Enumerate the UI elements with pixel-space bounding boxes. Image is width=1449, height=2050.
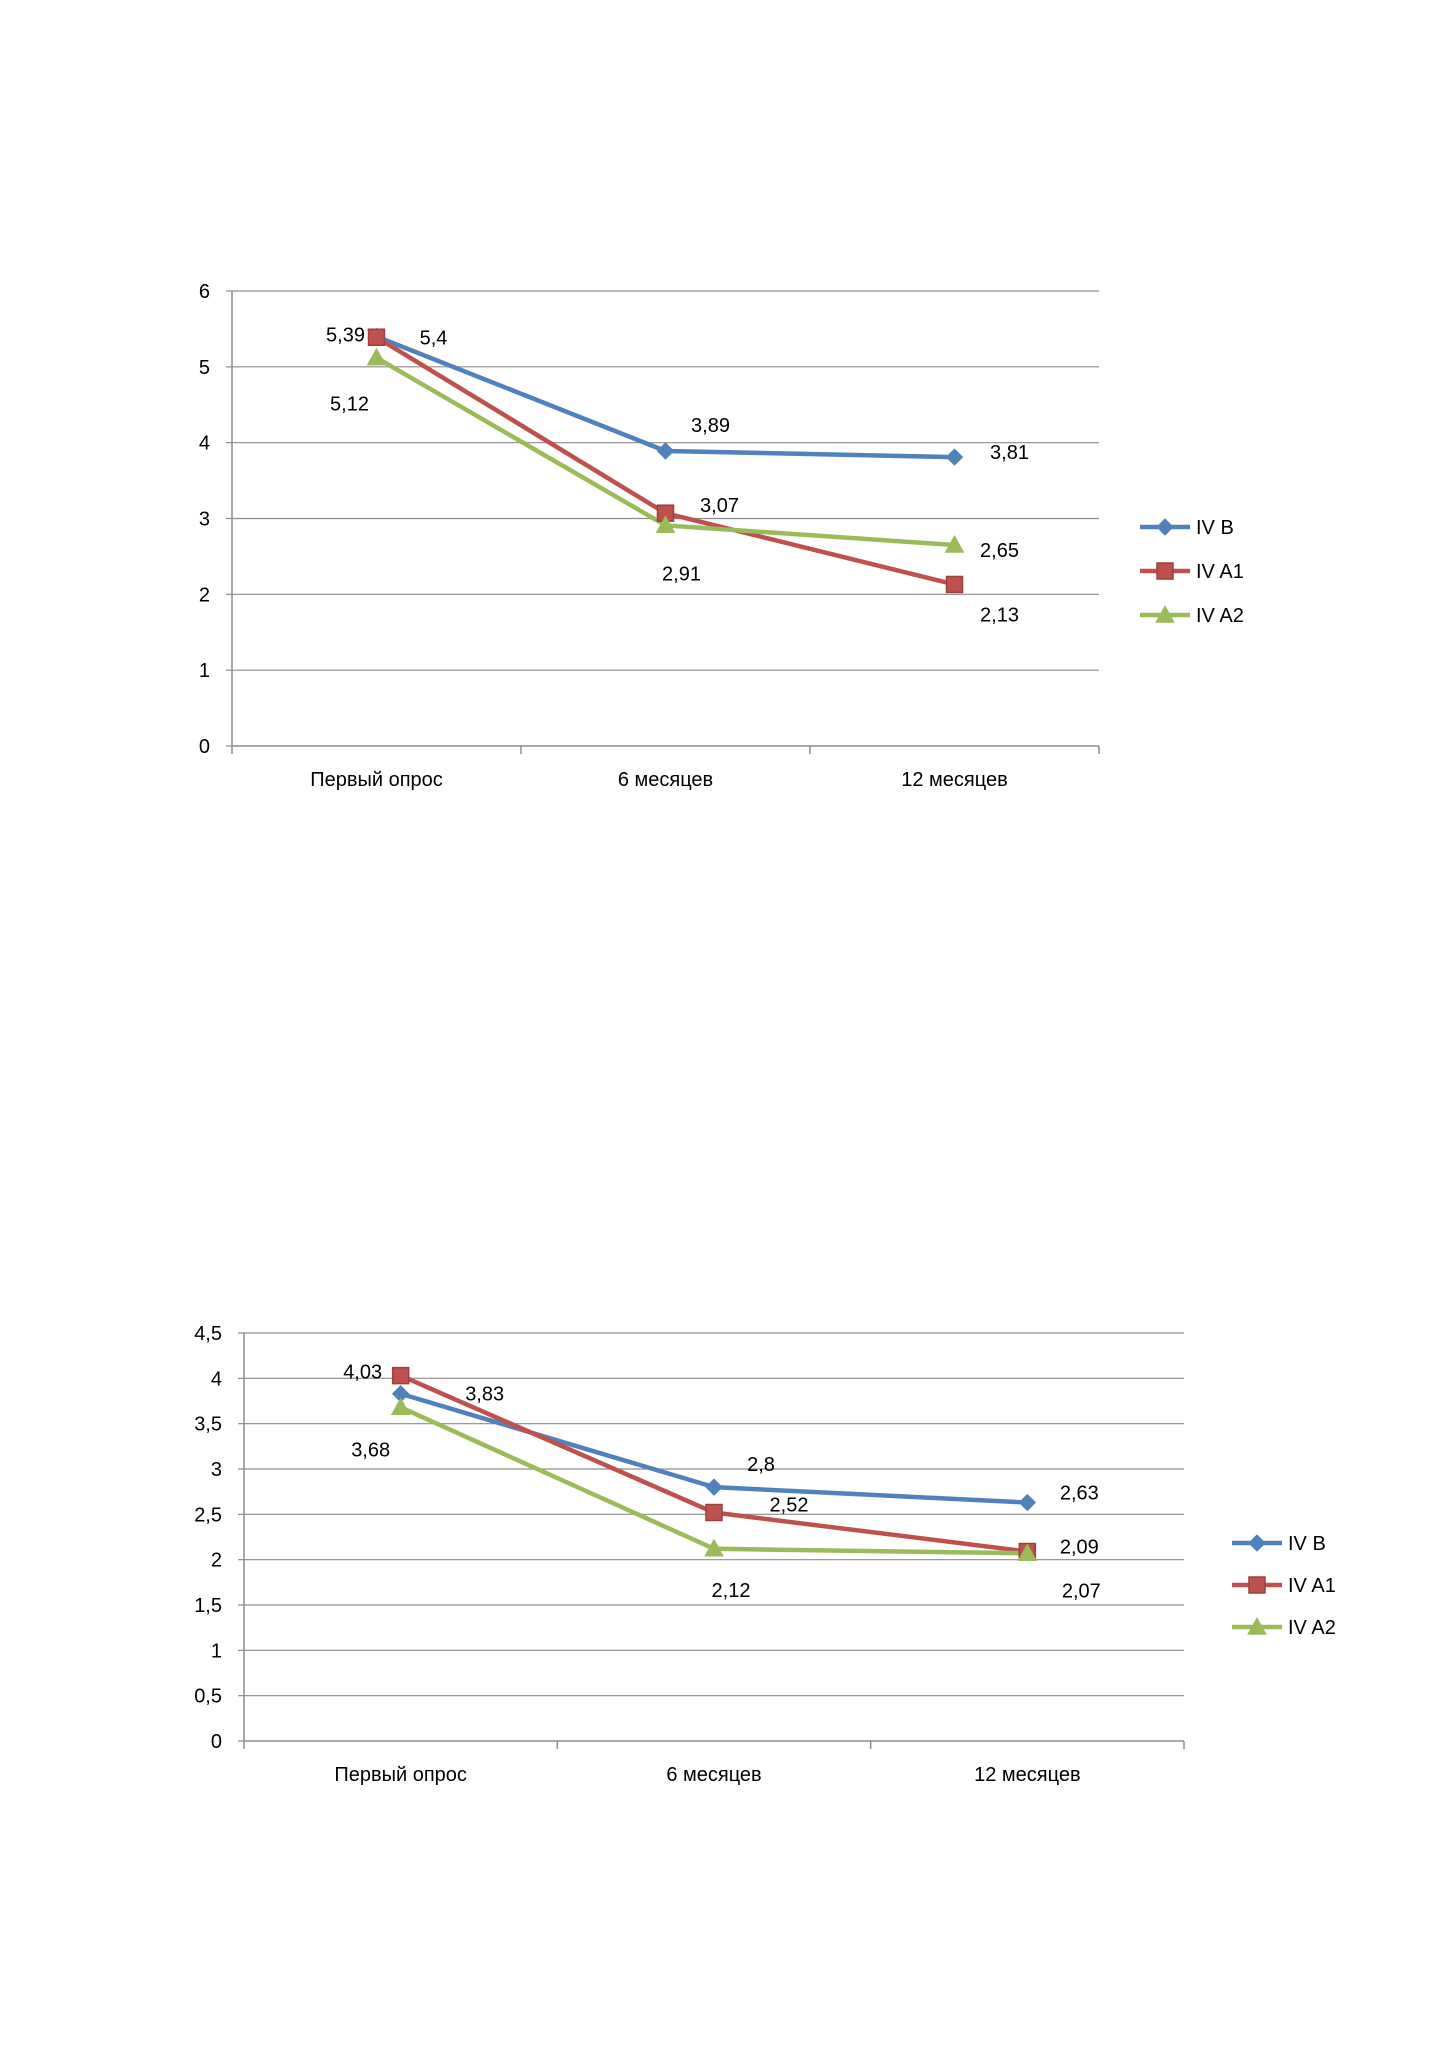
y-tick-label: 5 <box>199 357 210 379</box>
data-label: 2,65 <box>980 540 1019 562</box>
data-label: 4,03 <box>343 1362 382 1384</box>
data-point-marker <box>945 448 964 466</box>
x-tick-label: 6 месяцев <box>618 769 713 791</box>
data-point-marker <box>704 1538 724 1557</box>
x-tick-label: 12 месяцев <box>901 769 1007 791</box>
x-tick-label: 6 месяцев <box>666 1764 761 1786</box>
y-tick-label: 2 <box>199 584 210 606</box>
y-tick-label: 1 <box>199 660 210 682</box>
legend-marker <box>1248 1576 1266 1594</box>
data-label: 5,4 <box>420 328 448 350</box>
y-tick-label: 4 <box>211 1368 222 1390</box>
legend-label: IV B <box>1196 517 1234 539</box>
data-label: 3,07 <box>700 495 739 517</box>
x-tick-label: Первый опрос <box>310 769 443 791</box>
data-point-marker <box>391 1366 410 1385</box>
data-label: 3,81 <box>990 442 1029 464</box>
legend-label: IV A2 <box>1196 605 1244 627</box>
y-tick-label: 4,5 <box>194 1323 222 1345</box>
data-label: 2,13 <box>980 604 1019 626</box>
y-tick-label: 2,5 <box>194 1504 222 1526</box>
data-point-marker <box>1017 1543 1038 1562</box>
data-point-marker <box>705 1503 723 1522</box>
data-point-marker <box>944 535 965 553</box>
legend-marker <box>1155 604 1175 623</box>
y-tick-label: 3 <box>211 1459 222 1481</box>
legend: IV B IV A1 IV A2 <box>1232 1533 1336 1639</box>
y-tick-label: 1,5 <box>194 1595 222 1617</box>
gridlines <box>238 1332 1184 1742</box>
data-label: 2,91 <box>662 563 701 585</box>
data-label: 2,8 <box>747 1454 775 1476</box>
data-point-marker <box>390 1397 411 1416</box>
data-label: 3,68 <box>351 1439 390 1461</box>
x-tick-label: 12 месяцев <box>974 1764 1080 1786</box>
legend-label: IV A1 <box>1196 561 1244 583</box>
y-tick-label: 2 <box>211 1550 222 1572</box>
data-label: 2,12 <box>712 1580 751 1602</box>
legend-label: IV B <box>1288 1533 1326 1555</box>
data-point-marker <box>1018 1493 1037 1512</box>
y-tick-label: 4 <box>199 433 210 455</box>
data-point-marker <box>656 442 675 460</box>
legend: IV B IV A1 IV A2 <box>1140 517 1244 627</box>
y-tick-label: 0,5 <box>194 1686 222 1708</box>
legend-label: IV A2 <box>1288 1617 1336 1639</box>
legend-marker <box>1247 1616 1267 1635</box>
data-point-marker <box>366 347 387 366</box>
data-label: 3,89 <box>691 415 730 437</box>
data-label: 3,83 <box>465 1384 504 1406</box>
legend-marker <box>1156 518 1174 536</box>
legend-marker <box>1156 562 1174 580</box>
y-tick-label: 3 <box>199 509 210 531</box>
data-point-marker <box>945 575 964 594</box>
data-label: 5,12 <box>330 394 369 416</box>
y-tick-label: 6 <box>199 281 210 303</box>
y-tick-label: 0 <box>199 736 210 758</box>
data-label: 2,63 <box>1060 1483 1099 1505</box>
data-point-marker <box>367 328 386 347</box>
data-point-marker <box>655 515 676 534</box>
data-label: 2,09 <box>1060 1537 1099 1559</box>
legend-label: IV A1 <box>1288 1575 1336 1597</box>
y-tick-label: 0 <box>211 1731 222 1753</box>
data-label: 2,07 <box>1062 1580 1101 1602</box>
y-tick-label: 3,5 <box>194 1414 222 1436</box>
data-label: 5,39 <box>326 324 365 346</box>
data-label: 2,52 <box>770 1495 809 1517</box>
legend-marker <box>1248 1534 1266 1552</box>
y-tick-label: 1 <box>211 1640 222 1662</box>
x-tick-label: Первый опрос <box>334 1764 467 1786</box>
data-point-marker <box>705 1478 723 1496</box>
